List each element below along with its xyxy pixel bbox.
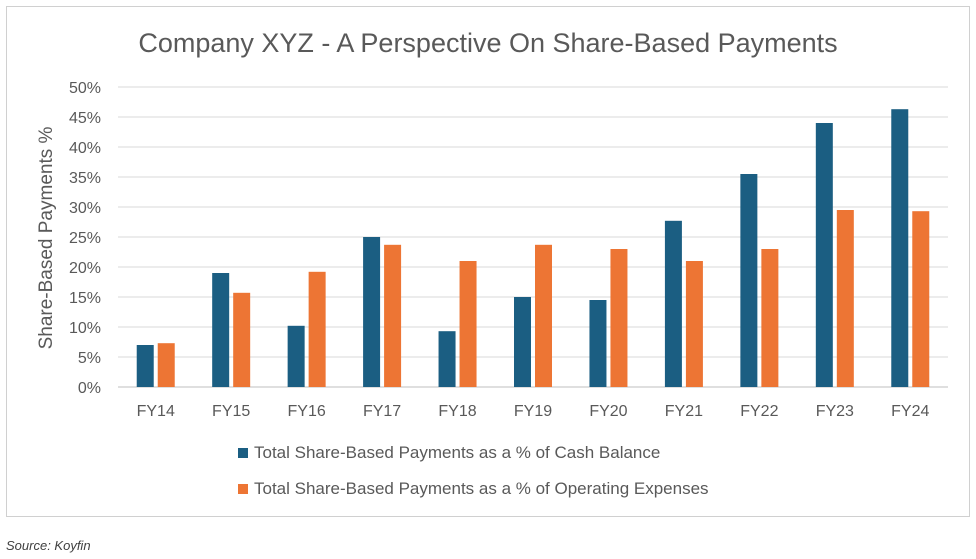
legend-item-cash: Total Share-Based Payments as a % of Cas… (238, 443, 660, 463)
bar-opex-fy17 (384, 244, 402, 387)
x-tick-label: FY22 (740, 403, 778, 420)
legend-swatch-opex (238, 484, 248, 494)
gridlines (118, 86, 948, 388)
x-tick-label: FY24 (891, 403, 929, 420)
chart-title: Company XYZ - A Perspective On Share-Bas… (138, 28, 838, 58)
bar-opex-fy22 (761, 249, 779, 387)
y-tick-label: 50% (69, 80, 101, 97)
y-tick-label: 20% (69, 260, 101, 277)
x-tick-label: FY19 (514, 403, 552, 420)
bar-opex-fy20 (610, 249, 628, 387)
bar-opex-fy14 (157, 343, 175, 387)
y-tick-label: 30% (69, 200, 101, 217)
chart-frame (6, 6, 970, 517)
bar-cash-fy22 (740, 174, 758, 387)
bar-cash-fy14 (136, 345, 154, 387)
legend-swatch-cash (238, 448, 248, 458)
x-tick-label: FY17 (363, 403, 401, 420)
bar-cash-fy23 (815, 123, 833, 387)
x-tick-label: FY15 (212, 403, 250, 420)
x-tick-label: FY20 (589, 403, 627, 420)
bar-cash-fy20 (589, 300, 607, 387)
bar-opex-fy24 (912, 211, 930, 387)
y-tick-label: 5% (78, 350, 101, 367)
bar-opex-fy15 (233, 292, 251, 387)
y-tick-label: 35% (69, 170, 101, 187)
bar-cash-fy19 (514, 297, 531, 387)
bar-opex-fy18 (459, 261, 477, 387)
bar-cash-fy15 (212, 273, 230, 387)
bar-cash-fy16 (287, 325, 305, 387)
y-tick-label: 25% (69, 230, 101, 247)
bars (136, 109, 930, 387)
x-tick-labels: FY14 FY15 FY16 FY17 FY18 FY19 FY20 FY21 FY22 FY23… (137, 403, 930, 420)
bar-cash-fy17 (363, 237, 381, 387)
x-tick-label: FY14 (137, 403, 175, 420)
y-tick-label: 40% (69, 140, 101, 157)
source-note: Source: Koyfin (6, 538, 91, 553)
y-tick-labels: 0% 5% 10% 15% 20% 25% 30% 35% 40% 45% 50% (69, 80, 101, 397)
bar-opex-fy16 (308, 271, 326, 387)
y-tick-label: 15% (69, 290, 101, 307)
x-tick-label: FY18 (438, 403, 476, 420)
bar-cash-fy21 (664, 220, 682, 387)
bar-opex-fy21 (685, 261, 703, 387)
legend-label-opex: Total Share-Based Payments as a % of Ope… (254, 479, 709, 498)
legend-item-opex: Total Share-Based Payments as a % of Ope… (238, 479, 709, 499)
bar-cash-fy18 (438, 331, 456, 387)
x-tick-label: FY23 (816, 403, 854, 420)
y-tick-label: 10% (69, 320, 101, 337)
y-tick-label: 0% (78, 380, 101, 397)
bar-cash-fy24 (891, 109, 909, 387)
legend-label-cash: Total Share-Based Payments as a % of Cas… (254, 443, 661, 462)
x-tick-label: FY21 (665, 403, 703, 420)
y-tick-label: 45% (69, 110, 101, 127)
x-tick-label: FY16 (288, 403, 326, 420)
bar-opex-fy23 (836, 210, 854, 387)
bar-opex-fy19 (535, 244, 552, 387)
